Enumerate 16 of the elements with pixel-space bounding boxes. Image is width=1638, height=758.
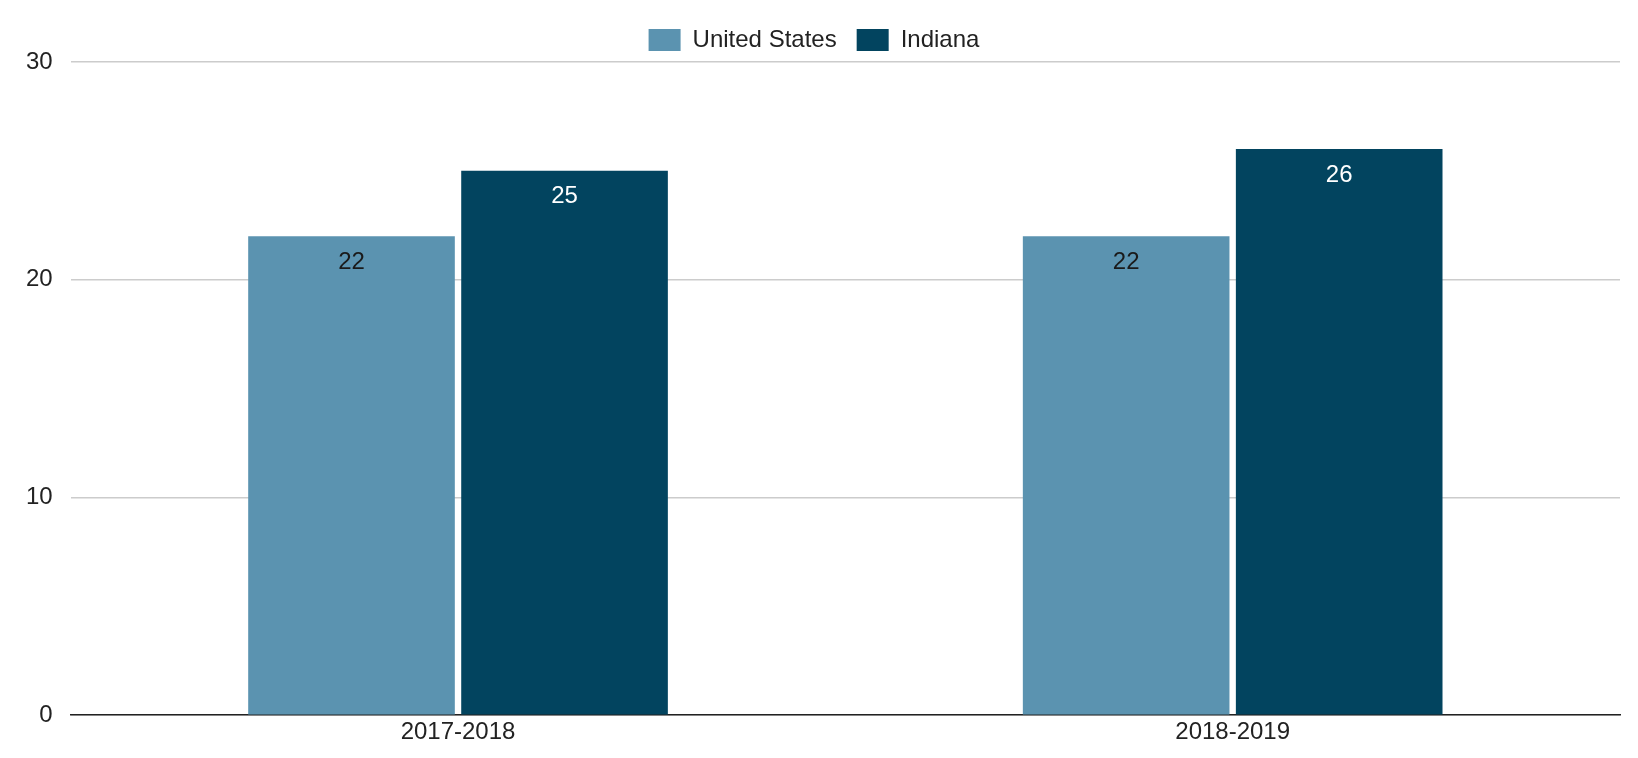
bar (1022, 236, 1230, 715)
legend-label: Indiana (900, 24, 981, 52)
legend-label: United States (692, 24, 837, 52)
y-tick-label: 10 (25, 482, 53, 510)
data-label: 22 (1112, 246, 1140, 274)
y-tick-label: 0 (39, 699, 53, 727)
x-tick-label: 2018-2019 (1175, 717, 1291, 745)
data-label: 26 (1325, 159, 1353, 187)
data-label: 25 (551, 181, 578, 209)
bar (461, 170, 668, 715)
y-tick-label: 20 (25, 264, 53, 292)
bar (248, 236, 455, 715)
data-label: 22 (338, 246, 365, 274)
y-tick-label: 30 (25, 46, 53, 74)
x-tick-label: 2017-2018 (400, 717, 516, 745)
bar (1235, 149, 1443, 715)
